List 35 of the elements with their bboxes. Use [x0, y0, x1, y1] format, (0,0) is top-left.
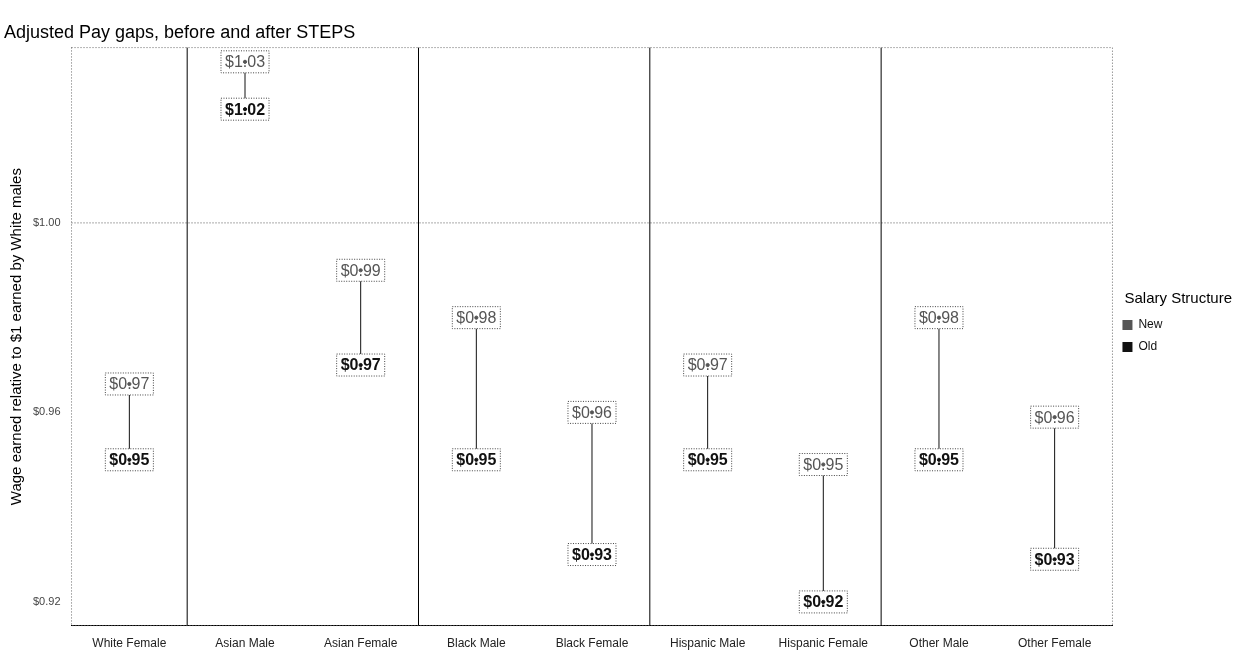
data-label: $0.99	[340, 261, 381, 279]
data-label: $0.97	[340, 356, 381, 374]
data-label: $0.95	[456, 451, 497, 469]
legend-label: Old	[1138, 339, 1158, 354]
data-label: $0.93	[571, 545, 613, 563]
data-label: $0.95	[687, 451, 728, 469]
x-tick-label: Other Female	[1017, 636, 1092, 651]
y-tick-label: $1.00	[33, 215, 61, 228]
x-tick-label: Black Male	[446, 636, 506, 651]
y-tick-label: $0.96	[33, 405, 61, 418]
data-label: $0.92	[803, 593, 844, 611]
data-label: $0.95	[918, 451, 960, 469]
x-tick-label: Black Female	[555, 636, 629, 651]
data-label: $0.95	[109, 451, 150, 469]
data-label: $0.95	[803, 455, 844, 473]
data-label: $0.97	[109, 375, 150, 393]
y-axis-title: Wage earned relative to $1 earned by White males	[7, 168, 25, 506]
x-tick-label: Hispanic Female	[778, 636, 869, 651]
x-tick-label: Asian Female	[323, 636, 398, 651]
legend-label: New	[1138, 317, 1163, 332]
x-tick-label: Other Male	[909, 636, 969, 651]
x-tick-label: Hispanic Male	[669, 636, 746, 651]
data-label: $0.97	[687, 356, 728, 374]
x-tick-label: Asian Male	[215, 636, 276, 651]
legend-title: Salary Structure	[1124, 288, 1232, 306]
data-label: $0.96	[571, 403, 613, 421]
data-label: $0.93	[1034, 550, 1075, 568]
data-label: $0.98	[456, 309, 497, 327]
data-label: $1.03	[224, 53, 266, 71]
x-tick-label: White Female	[92, 636, 167, 651]
data-label: $0.96	[1034, 408, 1075, 426]
chart-title: Adjusted Pay gaps, before and after STEPS	[4, 21, 356, 42]
y-tick-label: $0.92	[33, 594, 61, 607]
data-label: $0.98	[918, 309, 960, 327]
data-label: $1.02	[224, 100, 266, 118]
